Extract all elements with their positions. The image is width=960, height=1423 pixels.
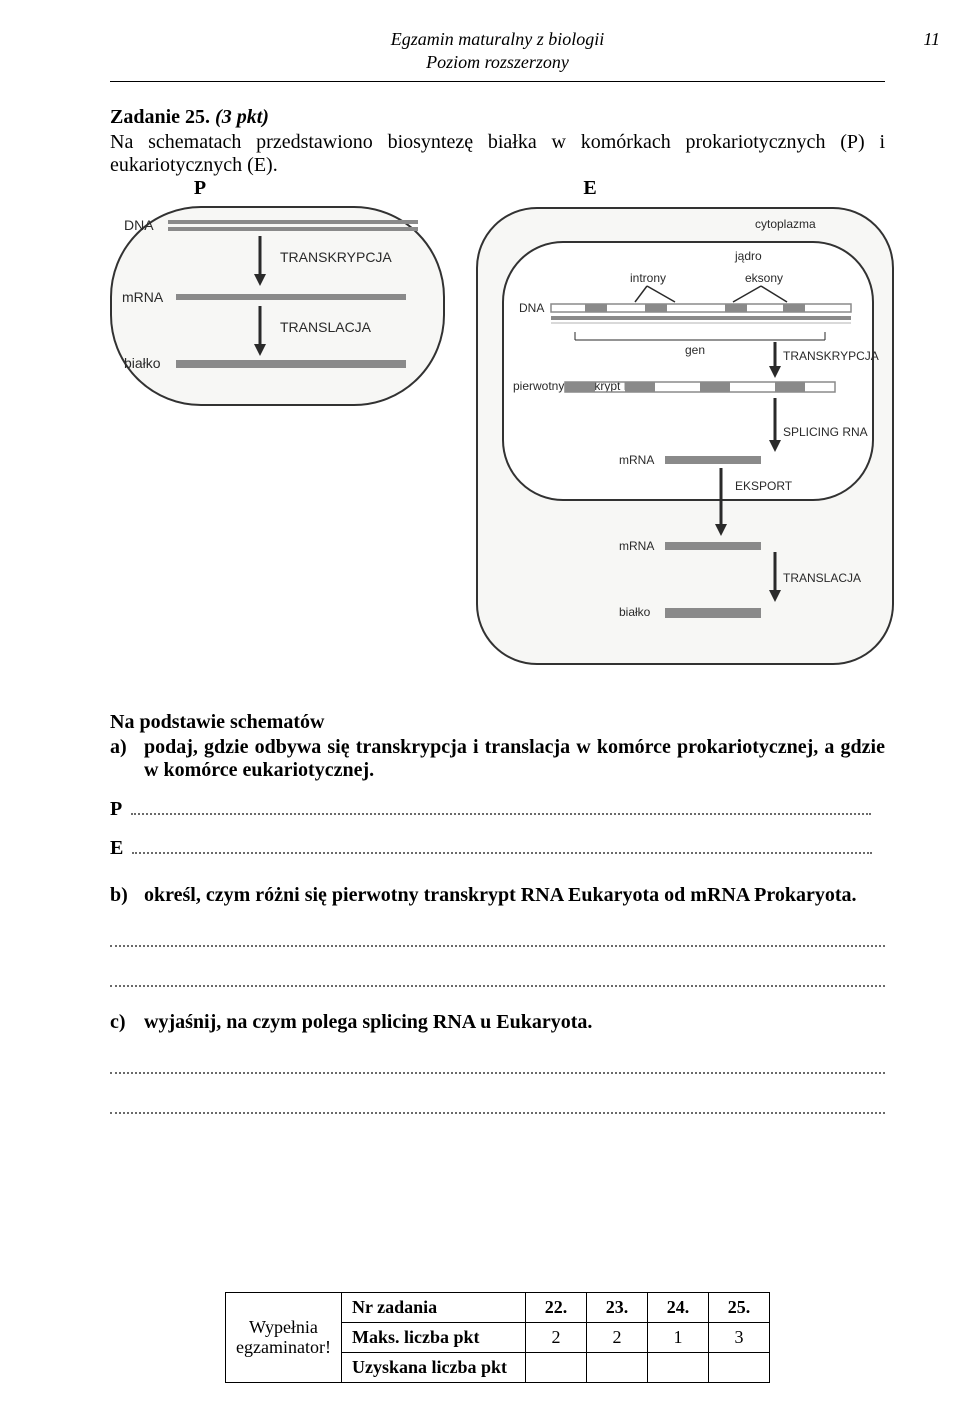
scoring-table-wrap: Wypełnia egzaminator! Nr zadania 22. 23.… — [110, 1292, 885, 1383]
task-intro: Na schematach przedstawiono biosyntezę b… — [110, 131, 885, 177]
p-transkrypcja-label: TRANSKRYPCJA — [280, 249, 392, 265]
q-b-lead: b) — [110, 884, 144, 907]
diagrams-row: DNA TRANSKRYPCJA mRNA TRANSLACJA białko — [110, 206, 885, 671]
header-rule — [110, 81, 885, 82]
e-cytoplazma-label: cytoplazma — [755, 217, 816, 231]
answer-line-b2 — [110, 965, 885, 987]
p-translacja-label: TRANSLACJA — [280, 319, 372, 335]
e-eksport-label: EKSPORT — [735, 479, 793, 493]
row2-label: Maks. liczba pkt — [341, 1323, 525, 1353]
max-22: 2 — [525, 1323, 586, 1353]
col-25: 25. — [708, 1293, 769, 1323]
header-line2: Poziom rozszerzony — [110, 51, 885, 74]
page-number: 11 — [923, 28, 940, 51]
header-line1: Egzamin maturalny z biologii — [110, 28, 885, 51]
got-24[interactable] — [647, 1353, 708, 1383]
answer-line-P: P — [110, 798, 885, 821]
answer-line-c1 — [110, 1052, 885, 1074]
max-23: 2 — [586, 1323, 647, 1353]
e-gen-label: gen — [685, 343, 705, 357]
got-22[interactable] — [525, 1353, 586, 1383]
e-jadro-label: jądro — [734, 249, 762, 263]
e-introny-label: introny — [630, 271, 666, 285]
scoring-table: Wypełnia egzaminator! Nr zadania 22. 23.… — [225, 1292, 770, 1383]
q-c-lead: c) — [110, 1011, 144, 1034]
diagram-prokaryote: DNA TRANSKRYPCJA mRNA TRANSLACJA białko — [110, 206, 445, 411]
q-a-body: podaj, gdzie odbywa się transkrypcja i t… — [144, 736, 885, 782]
p-dna-label: DNA — [124, 217, 154, 233]
ans-P-label: P — [110, 798, 122, 820]
e-splicing-label: SPLICING RNA — [783, 425, 868, 439]
max-25: 3 — [708, 1323, 769, 1353]
q-a-lead: a) — [110, 736, 144, 759]
examiner-line1: Wypełnia — [249, 1317, 318, 1337]
task-points: (3 pkt) — [215, 106, 269, 128]
answer-line-E: E — [110, 837, 885, 860]
e-dna-label: DNA — [519, 301, 544, 315]
task-title-line: Zadanie 25. (3 pkt) — [110, 106, 885, 129]
row3-label: Uzyskana liczba pkt — [341, 1353, 525, 1383]
e-translacja-label: TRANSLACJA — [783, 571, 861, 585]
got-25[interactable] — [708, 1353, 769, 1383]
answer-line-c2 — [110, 1092, 885, 1114]
row1-label: Nr zadania — [341, 1293, 525, 1323]
got-23[interactable] — [586, 1353, 647, 1383]
col-23: 23. — [586, 1293, 647, 1323]
q-c-body: wyjaśnij, na czym polega splicing RNA u … — [144, 1011, 885, 1034]
table-row: Wypełnia egzaminator! Nr zadania 22. 23.… — [226, 1293, 770, 1323]
ans-E-label: E — [110, 837, 123, 859]
examiner-cell: Wypełnia egzaminator! — [226, 1293, 342, 1383]
diagram-eukaryote: cytoplazma jądro introny eksony DNA — [475, 206, 895, 671]
e-bialko-label: białko — [619, 605, 651, 619]
col-22: 22. — [525, 1293, 586, 1323]
e-mrna-cyto-label: mRNA — [619, 539, 654, 553]
diagram-p-label: P — [110, 177, 290, 200]
task-number: Zadanie 25. — [110, 106, 210, 128]
e-eksony-label: eksony — [745, 271, 783, 285]
max-24: 1 — [647, 1323, 708, 1353]
answer-line-b1 — [110, 925, 885, 947]
p-mrna-label: mRNA — [122, 289, 164, 305]
col-24: 24. — [647, 1293, 708, 1323]
page-header: 11 Egzamin maturalny z biologii Poziom r… — [110, 28, 885, 73]
e-mrna-nucleus-label: mRNA — [619, 453, 654, 467]
diagram-e-label: E — [375, 177, 805, 200]
p-bialko-label: białko — [124, 355, 161, 371]
stem-lead: Na podstawie schematów — [110, 711, 885, 734]
e-transkrypcja-label: TRANSKRYPCJA — [783, 349, 879, 363]
examiner-line2: egzaminator! — [236, 1337, 331, 1357]
q-b-body: określ, czym różni się pierwotny transkr… — [144, 884, 885, 907]
